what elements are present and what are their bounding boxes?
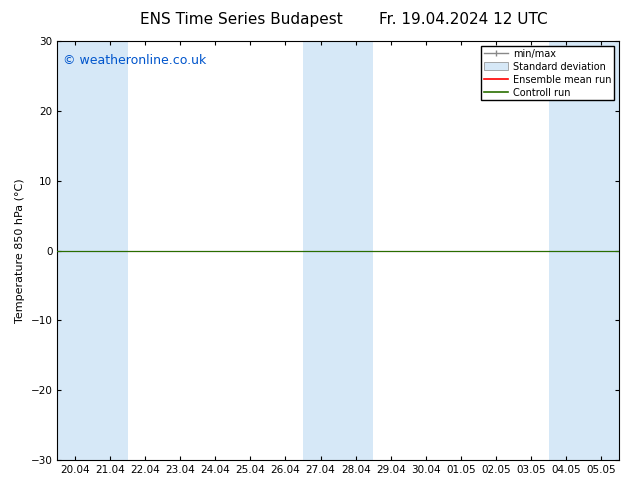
Bar [303,41,373,460]
Bar [57,41,127,460]
Text: Fr. 19.04.2024 12 UTC: Fr. 19.04.2024 12 UTC [378,12,547,27]
Legend: min/max, Standard deviation, Ensemble mean run, Controll run: min/max, Standard deviation, Ensemble me… [481,46,614,100]
Bar [549,41,619,460]
Text: ENS Time Series Budapest: ENS Time Series Budapest [139,12,342,27]
Y-axis label: Temperature 850 hPa (°C): Temperature 850 hPa (°C) [15,178,25,323]
Text: © weatheronline.co.uk: © weatheronline.co.uk [63,53,206,67]
